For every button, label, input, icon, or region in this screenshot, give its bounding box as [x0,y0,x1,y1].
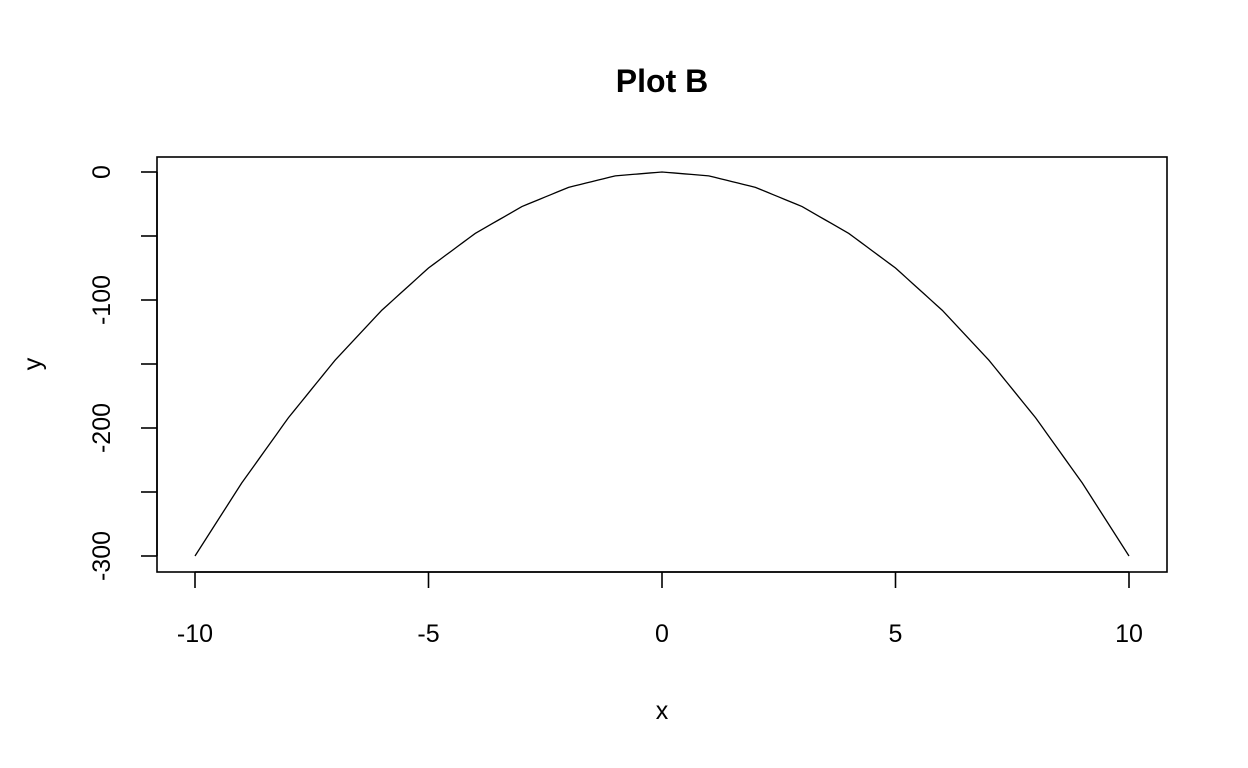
y-tick-label: 0 [88,165,116,179]
plot-frame [156,156,1168,573]
y-tick-label: -200 [88,403,116,453]
x-axis: -10 -5 0 5 10 [177,571,1143,648]
y-tick-label: -300 [88,531,116,581]
x-tick-label: 10 [1115,620,1143,648]
x-tick-label: 0 [655,620,669,648]
chart-title: Plot B [616,63,708,99]
y-axis-label: y [19,357,47,370]
y-tick-label: -100 [88,275,116,325]
y-axis: 0 -100 -200 -300 [88,165,158,581]
x-tick-label: -10 [177,620,213,648]
series-line [194,171,1130,557]
x-tick-label: -5 [417,620,439,648]
x-axis-label: x [656,697,669,725]
x-tick-label: 5 [889,620,903,648]
